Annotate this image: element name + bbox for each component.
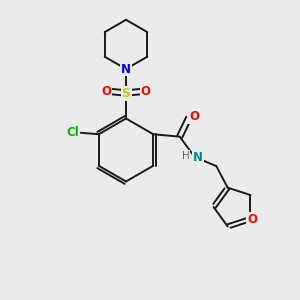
Text: O: O <box>141 85 151 98</box>
Text: N: N <box>121 62 131 76</box>
Text: O: O <box>101 85 111 98</box>
Text: S: S <box>122 86 130 100</box>
Text: Cl: Cl <box>66 126 79 139</box>
Text: N: N <box>193 151 203 164</box>
Text: O: O <box>247 212 257 226</box>
Text: H: H <box>182 151 190 160</box>
Text: O: O <box>189 110 199 123</box>
